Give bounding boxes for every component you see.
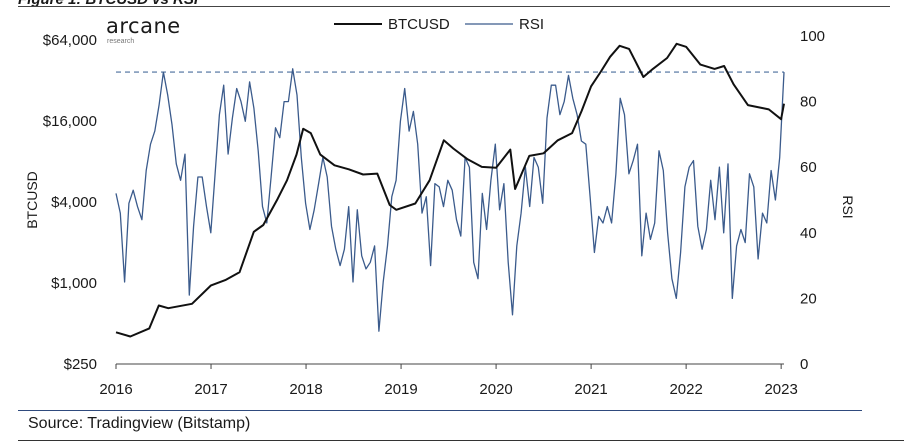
brand-sub: research (107, 38, 135, 45)
y-left-tick-label: $64,000 (43, 32, 97, 49)
y-left-tick-label: $16,000 (43, 113, 97, 130)
x-tick-label: 2016 (99, 381, 132, 398)
y-left-tick-label: $1,000 (51, 275, 97, 292)
source-note: Source: Tradingview (Bitstamp) (28, 415, 251, 432)
footer-rule (18, 440, 904, 441)
legend-btcusd-label: BTCUSD (388, 16, 450, 33)
btcusd-series-line (115, 42, 785, 338)
x-tick-label: 2022 (669, 381, 702, 398)
bottom-rule (18, 410, 862, 411)
x-tick-label: 2020 (479, 381, 512, 398)
y-right-tick-label: 100 (800, 28, 825, 45)
x-tick-label: 2023 (764, 381, 797, 398)
legend: BTCUSD RSI (334, 16, 544, 33)
y-left-axis-label: BTCUSD (24, 171, 40, 229)
top-rule (18, 6, 890, 7)
x-axis-ticks: 2016 2017 2018 2019 2020 2021 2022 2023 (99, 364, 798, 398)
brand-name: arcane (106, 14, 181, 38)
y-right-tick-label: 80 (800, 94, 817, 111)
legend-rsi-label: RSI (519, 16, 544, 33)
y-left-tick-label: $4,000 (51, 194, 97, 211)
y-left-ticks: $250 $1,000 $4,000 $16,000 $64,000 (43, 32, 97, 373)
btc-rsi-chart: 2016 2017 2018 2019 2020 2021 2022 2023 $250 $1,… (24, 16, 856, 398)
y-right-tick-label: 40 (800, 225, 817, 242)
x-tick-label: 2018 (289, 381, 322, 398)
x-tick-label: 2019 (384, 381, 417, 398)
y-right-axis-label: RSI (840, 195, 856, 218)
figure-title: Figure 1: BTCUSD vs RSI (18, 0, 198, 8)
y-right-tick-label: 60 (800, 159, 817, 176)
x-tick-label: 2017 (194, 381, 227, 398)
x-tick-label: 2021 (574, 381, 607, 398)
y-right-tick-label: 20 (800, 290, 817, 307)
rsi-series-line (115, 68, 785, 332)
y-right-ticks: 0 20 40 60 80 100 (800, 28, 825, 373)
arcane-research-logo: arcane research (106, 14, 181, 46)
y-left-tick-label: $250 (64, 356, 97, 373)
y-right-tick-label: 0 (800, 356, 808, 373)
